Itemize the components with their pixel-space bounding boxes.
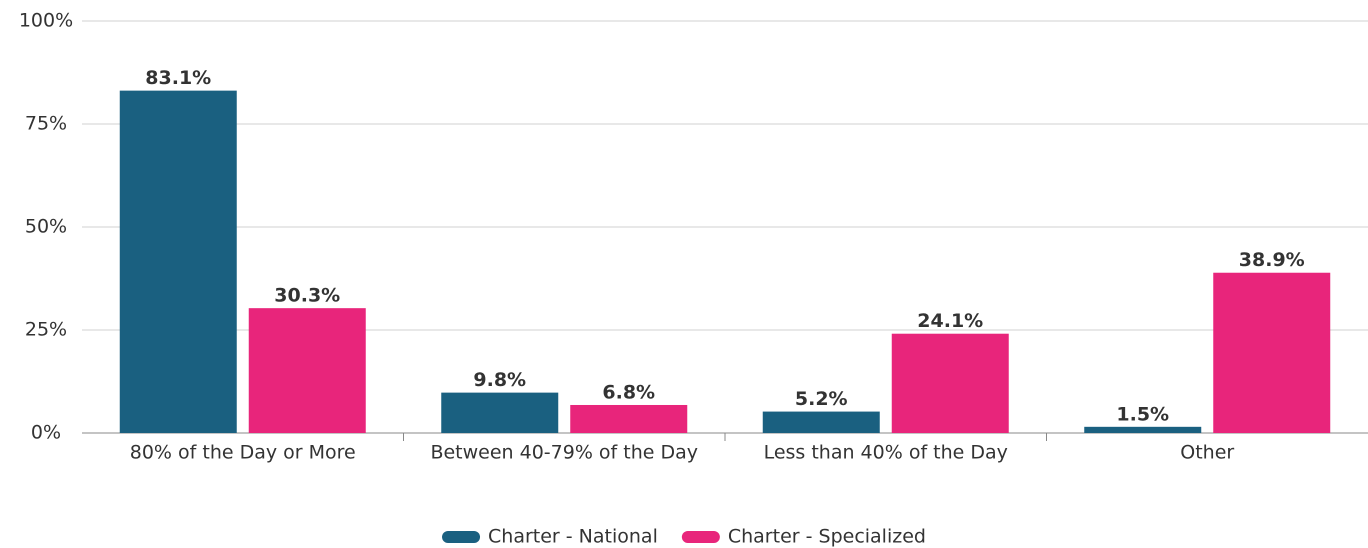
value-label: 24.1% xyxy=(917,310,983,332)
y-tick-label: 75% xyxy=(25,113,67,135)
value-label: 83.1% xyxy=(145,67,211,89)
x-tick-label: Between 40-79% of the Day xyxy=(430,442,698,464)
y-tick-label: 25% xyxy=(25,319,67,341)
y-tick-label: 0% xyxy=(31,422,61,444)
bar xyxy=(248,308,366,433)
x-tick-label: Other xyxy=(1180,442,1234,464)
value-label: 30.3% xyxy=(274,285,340,307)
legend-marker xyxy=(681,531,720,543)
bar xyxy=(441,392,559,433)
x-tick-label: 80% of the Day or More xyxy=(130,442,356,464)
value-label: 5.2% xyxy=(795,388,848,410)
y-tick-label: 50% xyxy=(25,216,67,238)
y-tick-label: 100% xyxy=(19,10,73,32)
x-tick-label: Less than 40% of the Day xyxy=(764,442,1008,464)
value-label: 6.8% xyxy=(602,381,655,403)
legend-marker xyxy=(442,531,481,543)
bar xyxy=(1213,272,1331,433)
bar xyxy=(891,333,1009,433)
value-label: 9.8% xyxy=(473,369,526,391)
bar xyxy=(570,404,688,433)
bar xyxy=(119,90,237,434)
legend-label: Charter - National xyxy=(488,526,658,548)
legend-label: Charter - Specialized xyxy=(728,526,926,548)
bar xyxy=(762,411,880,433)
value-label: 1.5% xyxy=(1116,403,1169,425)
value-label: 38.9% xyxy=(1239,249,1305,271)
bar xyxy=(1084,426,1202,433)
